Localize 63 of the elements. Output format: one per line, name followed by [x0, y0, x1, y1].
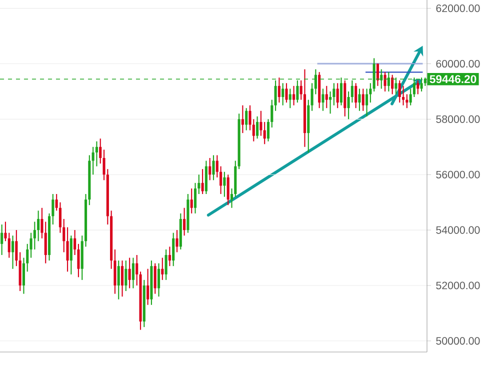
candlestick	[416, 80, 420, 95]
candlestick	[120, 260, 124, 298]
candlestick	[8, 232, 10, 258]
y-tick-label: 52000.00	[436, 282, 480, 290]
candlestick	[70, 235, 72, 275]
candlestick	[12, 235, 14, 270]
candlestick	[117, 260, 120, 300]
candlestick	[354, 82, 358, 109]
candlestick	[208, 157, 212, 181]
candlestick	[260, 110, 262, 136]
candlestick	[366, 88, 368, 117]
candlestick	[398, 80, 401, 104]
candlestick	[223, 171, 226, 198]
candlestick	[288, 88, 292, 109]
candlestick	[128, 257, 131, 289]
candlestick	[376, 63, 380, 86]
y-tick-label: 50000.00	[436, 337, 480, 345]
candlestick	[95, 140, 98, 167]
y-tick-label: 54000.00	[436, 226, 480, 234]
candlestick	[15, 230, 18, 267]
candlestick	[226, 174, 230, 206]
candlestick	[256, 116, 259, 140]
candlestick	[190, 188, 193, 214]
candlestick	[172, 232, 175, 267]
candlestick	[220, 166, 222, 195]
candlestick	[33, 221, 36, 250]
y-tick-label: 60000.00	[436, 60, 480, 68]
candlestick	[391, 74, 394, 95]
y-tick-label: 58000.00	[436, 115, 480, 123]
candlestick	[245, 108, 248, 131]
candlestick	[44, 221, 47, 264]
candlestick	[201, 168, 204, 195]
y-tick-label: 56000.00	[436, 170, 480, 178]
candlestick	[241, 104, 244, 134]
candlestick	[322, 88, 324, 112]
candlestick	[168, 246, 171, 267]
candlestick	[154, 262, 156, 294]
candlestick	[358, 88, 361, 112]
ref-line-label: 59446.20	[430, 75, 476, 84]
y-tick-label: 62000.00	[436, 4, 480, 12]
candlestick	[282, 82, 284, 106]
candlestick	[164, 248, 168, 280]
candlestick	[402, 85, 405, 106]
candlestick	[216, 154, 218, 178]
candlestick	[212, 154, 215, 181]
candlestick	[285, 82, 288, 104]
candlestick	[0, 224, 4, 256]
candlestick	[37, 210, 40, 242]
candlestick	[292, 85, 296, 106]
candlestick	[325, 85, 328, 109]
candlestick	[183, 207, 186, 236]
candlestick	[362, 88, 364, 112]
candlestick	[336, 82, 339, 109]
candlestick	[194, 182, 197, 214]
candlestick	[132, 257, 134, 289]
candlestick	[157, 262, 160, 298]
candlestick	[176, 230, 178, 253]
candlestick	[146, 268, 150, 306]
candlestick	[263, 121, 266, 145]
candlestick	[329, 90, 332, 114]
candlestick	[161, 257, 164, 280]
candlestick	[278, 77, 280, 104]
candlestick	[124, 260, 128, 292]
